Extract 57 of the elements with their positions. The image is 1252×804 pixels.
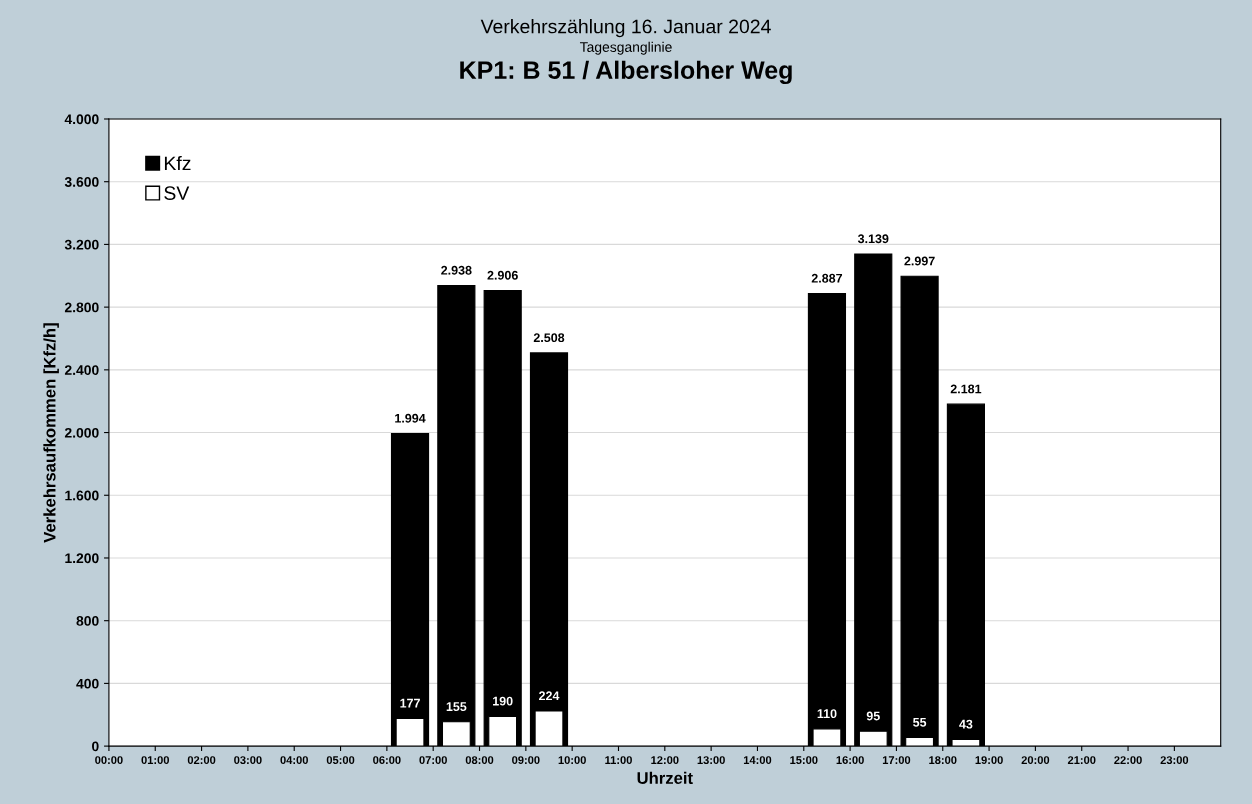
x-tick-label: 09:00	[512, 756, 540, 764]
data-label: 2.938	[441, 265, 472, 275]
x-tick-label: 04:00	[280, 756, 308, 764]
x-tick-label: 16:00	[836, 756, 864, 764]
data-label: 155	[446, 702, 467, 712]
data-label: 55	[913, 717, 927, 727]
y-tick-label: 1.200	[65, 553, 99, 564]
data-label: 224	[539, 691, 560, 701]
x-tick-label: 15:00	[790, 756, 818, 764]
x-tick-label: 07:00	[419, 756, 447, 764]
x-tick-label: 19:00	[975, 756, 1003, 764]
x-tick-label: 05:00	[326, 756, 355, 764]
y-tick-label: 3.200	[64, 239, 99, 250]
x-tick-label: 21:00	[1067, 756, 1096, 764]
x-tick-label: 06:00	[373, 756, 401, 764]
data-label: 177	[400, 698, 420, 708]
x-tick-label: 03:00	[234, 756, 262, 765]
y-tick-label: 4.000	[64, 114, 99, 125]
data-label: 2.887	[811, 273, 843, 283]
legend-label: SV	[164, 186, 190, 201]
x-tick-label: 01:00	[141, 756, 169, 764]
legend-label: Kfz	[164, 155, 191, 171]
chart-title: KP1: B 51 / Albersloher Weg	[460, 60, 792, 85]
y-tick-label: 1.600	[65, 490, 99, 501]
x-axis-title: Uhrzeit	[637, 771, 693, 784]
y-tick-label: 2.400	[64, 365, 99, 376]
data-label: 2.997	[904, 256, 935, 266]
x-tick-label: 12:00	[651, 756, 679, 764]
x-tick-label: 08:00	[465, 756, 494, 764]
x-tick-label: 00:00	[95, 756, 123, 764]
chart-subtitle: Verkehrszählung 16. Januar 2024 Tagesganglinie	[480, 19, 771, 55]
data-label: 2.508	[533, 333, 565, 343]
x-tick-label: 20:00	[1021, 756, 1050, 764]
data-label: 95	[866, 711, 880, 721]
y-tick-label: 3.600	[64, 177, 99, 187]
y-tick-label: 2.000	[64, 427, 99, 438]
y-tick-label: 400	[76, 678, 99, 689]
data-label: 110	[817, 709, 837, 719]
data-label: 3.139	[857, 234, 889, 244]
y-tick-label: 800	[76, 616, 99, 626]
data-label: 43	[959, 719, 973, 729]
y-axis-title: Verkehrsaufkommen [Kfz/h]	[43, 323, 59, 543]
data-label: 1.994	[395, 413, 426, 423]
x-tick-label: 10:00	[558, 756, 586, 764]
y-tick-label: 2.800	[64, 302, 99, 313]
data-label: 2.906	[487, 270, 518, 280]
x-tick-label: 11:00	[605, 756, 632, 764]
data-label: 2.181	[950, 384, 982, 394]
x-tick-label: 13:00	[697, 756, 725, 765]
x-tick-label: 02:00	[187, 756, 216, 764]
x-tick-label: 23:00	[1160, 756, 1189, 765]
x-tick-label: 22:00	[1114, 756, 1142, 764]
x-tick-label: 14:00	[743, 756, 772, 764]
data-label: 190	[493, 696, 513, 706]
x-tick-label: 17:00	[882, 756, 911, 764]
x-tick-label: 18:00	[929, 756, 957, 764]
y-tick-label: 0	[92, 741, 99, 752]
